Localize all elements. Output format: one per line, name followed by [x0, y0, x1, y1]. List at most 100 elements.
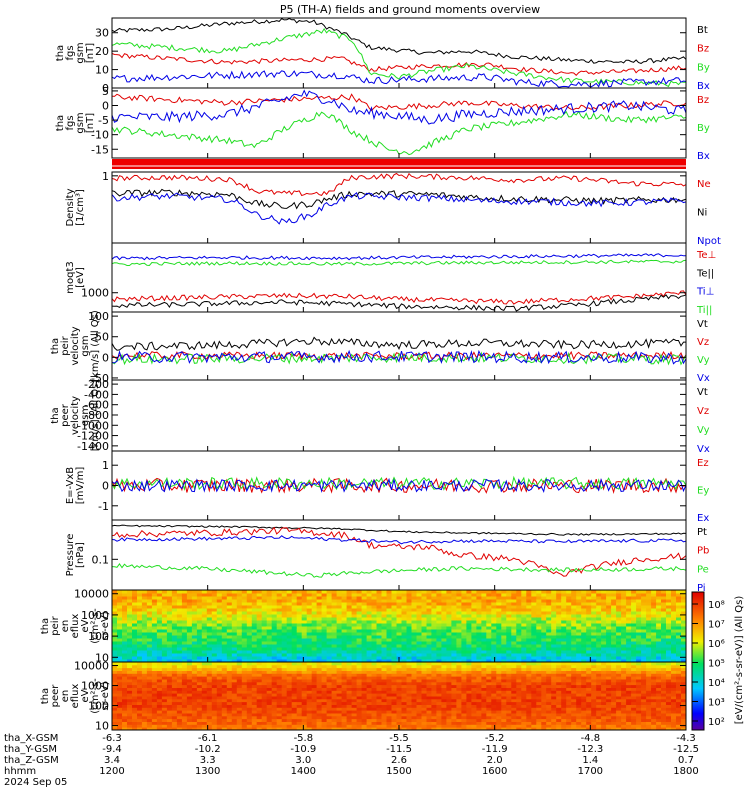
- spectrogram-cell: [371, 670, 377, 674]
- spectrogram-cell: [132, 617, 138, 621]
- spectrogram-cell: [401, 605, 407, 609]
- spectrogram-cell: [196, 605, 203, 609]
- spectrogram-cell: [122, 713, 128, 717]
- spectrogram-cell: [341, 715, 348, 720]
- spectrogram-cell: [456, 608, 462, 612]
- spectrogram-cell: [336, 593, 343, 597]
- spectrogram-cell: [401, 715, 407, 720]
- y-tick-label: 1000: [81, 287, 109, 300]
- spectrogram-cell: [456, 724, 462, 728]
- spectrogram-cell: [471, 617, 477, 621]
- spectrogram-cell: [276, 590, 283, 594]
- spectrogram-cell: [396, 638, 402, 642]
- spectrogram-cell: [406, 605, 412, 609]
- spectrogram-cell: [471, 681, 477, 686]
- spectrogram-cell: [132, 724, 138, 728]
- spectrogram-cell: [261, 673, 268, 677]
- spectrogram-cell: [641, 629, 647, 633]
- spectrogram-cell: [122, 664, 128, 669]
- spectrogram-cell: [221, 715, 228, 720]
- spectrogram-cell: [641, 647, 647, 651]
- spectrogram-cell: [226, 599, 233, 603]
- spectrogram-cell: [596, 608, 602, 612]
- spectrogram-cell: [611, 605, 617, 609]
- spectrogram-cell: [301, 620, 308, 624]
- spectrogram-cell: [361, 673, 368, 677]
- spectrogram-cell: [421, 667, 427, 671]
- spectrogram-cell: [181, 693, 188, 697]
- spectrogram-cell: [351, 679, 358, 683]
- spectrogram-cell: [661, 641, 667, 645]
- spectrogram-cell: [331, 641, 338, 645]
- spectrogram-cell: [127, 659, 133, 663]
- spectrogram-cell: [541, 620, 547, 624]
- spectrogram-cell: [146, 647, 153, 651]
- spectrogram-cell: [296, 721, 303, 725]
- spectrogram-cell: [226, 664, 233, 669]
- spectrogram-cell: [496, 614, 502, 618]
- spectrogram-cell: [127, 638, 133, 642]
- spectrogram-cell: [291, 693, 298, 697]
- spectrogram-cell: [211, 620, 218, 624]
- spectrogram-cell: [366, 667, 373, 671]
- spectrogram-cell: [221, 611, 228, 615]
- spectrogram-cell: [132, 608, 138, 612]
- spectrogram-cell: [376, 596, 382, 600]
- spectrogram-cell: [141, 718, 148, 722]
- spectrogram-cell: [451, 698, 457, 703]
- spectrogram-cell: [137, 687, 143, 691]
- spectrogram-cell: [191, 662, 198, 666]
- spectrogram-cell: [191, 704, 198, 708]
- spectrogram-cell: [137, 707, 143, 711]
- spectrogram-cell: [406, 673, 412, 677]
- spectrogram-cell: [196, 667, 203, 671]
- spectrogram-cell: [461, 670, 467, 674]
- spectrogram-cell: [666, 602, 672, 606]
- spectrogram-cell: [286, 656, 293, 660]
- spectrogram-cell: [266, 596, 273, 600]
- spectrogram-cell: [281, 701, 288, 705]
- spectrogram-cell: [621, 641, 627, 645]
- spectrogram-cell: [521, 599, 527, 603]
- spectrogram-cell: [506, 707, 512, 711]
- spectrogram-cell: [336, 641, 343, 645]
- spectrogram-cell: [161, 629, 168, 633]
- spectrogram-cell: [406, 617, 412, 621]
- spectrogram-cell: [651, 611, 657, 615]
- spectrogram-cell: [516, 693, 522, 697]
- spectrogram-cell: [666, 611, 672, 615]
- spectrogram-cell: [671, 641, 677, 645]
- spectrogram-cell: [486, 641, 492, 645]
- spectrogram-cell: [626, 620, 632, 624]
- y-tick-label: 50: [95, 331, 109, 344]
- spectrogram-cell: [291, 626, 298, 630]
- spectrogram-cell: [381, 635, 387, 639]
- spectrogram-cell: [331, 647, 338, 651]
- spectrogram-cell: [626, 596, 632, 600]
- spectrogram-cell: [122, 693, 128, 697]
- y-axis-label: Density: [65, 188, 76, 226]
- spectrogram-cell: [511, 626, 517, 630]
- spectrogram-cell: [196, 676, 203, 680]
- spectrogram-cell: [541, 644, 547, 648]
- spectrogram-cell: [441, 608, 447, 612]
- spectrogram-cell: [371, 611, 377, 615]
- spectrogram-cell: [181, 635, 188, 639]
- spectrogram-cell: [271, 659, 278, 663]
- spectrogram-cell: [211, 656, 218, 660]
- spectrogram-cell: [546, 644, 552, 648]
- spectrogram-cell: [431, 626, 437, 630]
- spectrogram-cell: [376, 704, 382, 708]
- spectrogram-cell: [156, 599, 163, 603]
- spectrogram-cell: [616, 593, 622, 597]
- spectrogram-cell: [216, 701, 223, 705]
- spectrogram-cell: [426, 620, 432, 624]
- spectrogram-cell: [271, 718, 278, 722]
- spectrogram-cell: [501, 644, 507, 648]
- spectrogram-cell: [161, 596, 168, 600]
- spectrogram-cell: [266, 656, 273, 660]
- spectrogram-cell: [526, 684, 532, 688]
